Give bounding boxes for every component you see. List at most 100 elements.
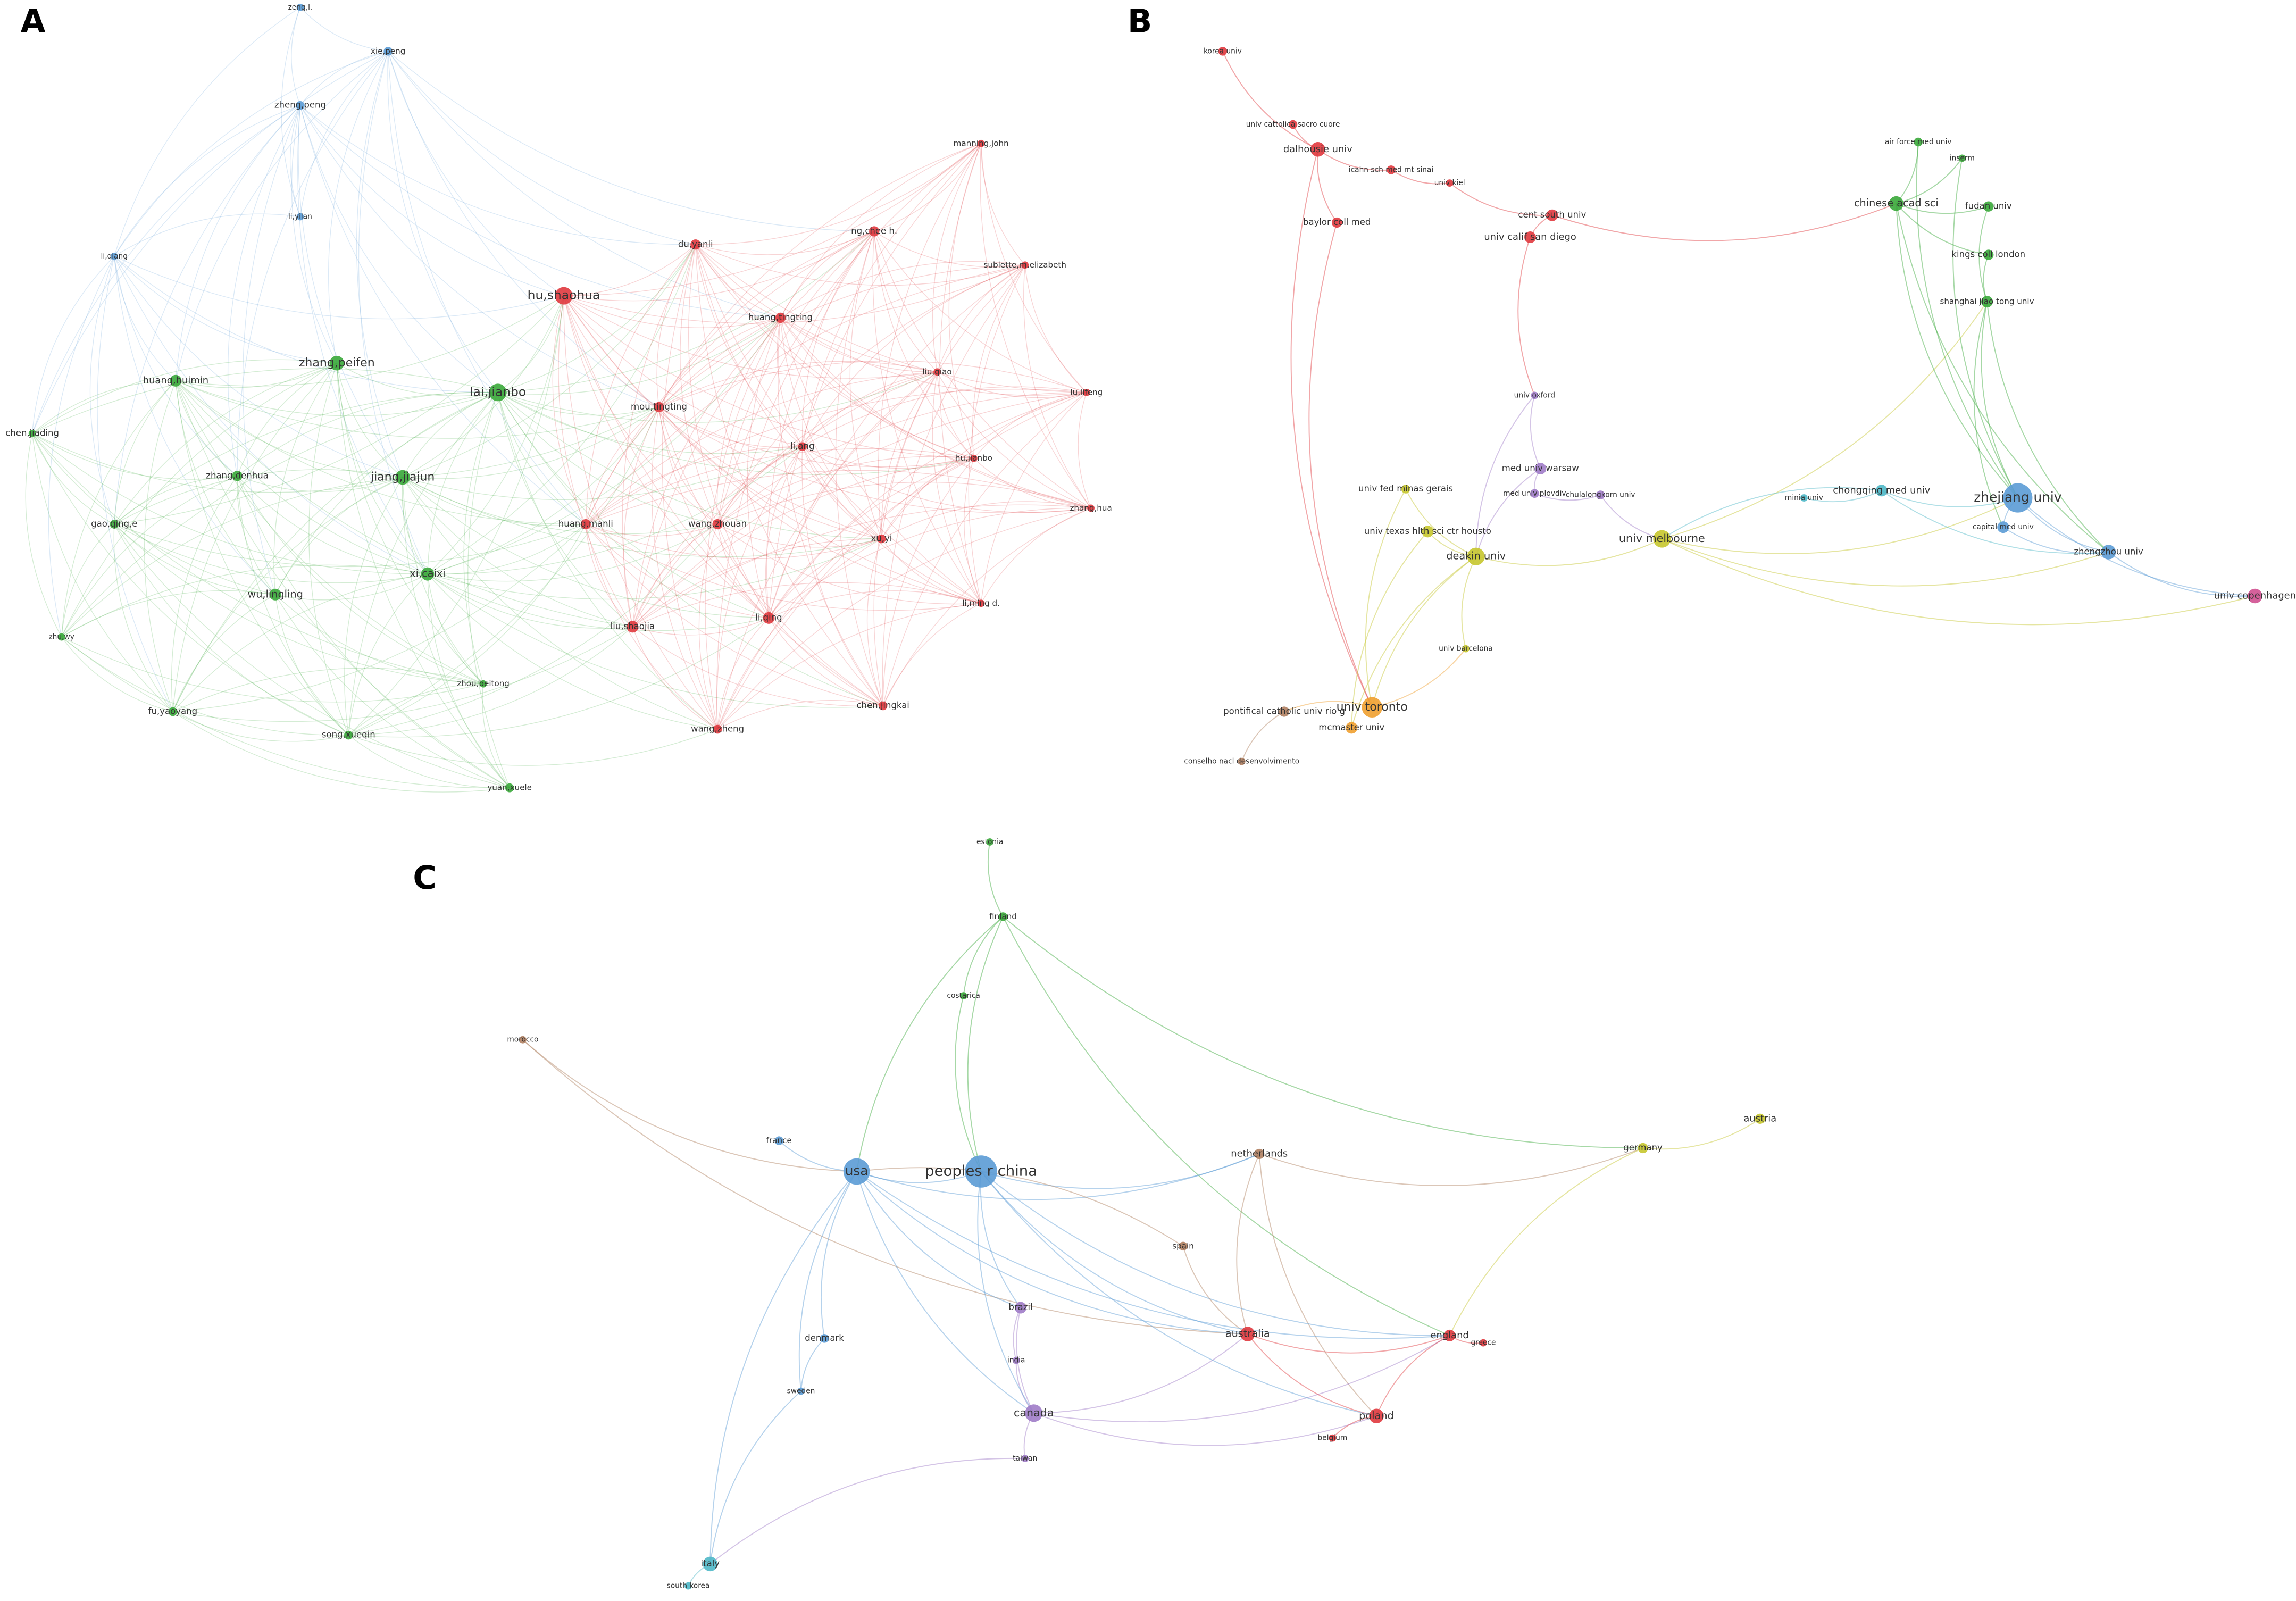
edge [1461, 556, 1477, 649]
edge [768, 264, 1025, 619]
edge [856, 1171, 981, 1183]
edge [937, 372, 974, 459]
edge [114, 256, 238, 477]
node-label: wang,zhouan [688, 519, 747, 529]
edge [498, 317, 781, 395]
node-label: pontifical catholic univ rio g [1223, 706, 1345, 716]
edge [1449, 182, 1552, 216]
node-label: univ fed minas gerais [1358, 483, 1453, 494]
edge [688, 244, 770, 619]
edge [717, 458, 974, 730]
edge [114, 524, 483, 685]
node [110, 252, 118, 260]
edge [1896, 203, 1989, 255]
edge [61, 637, 173, 712]
node [986, 838, 994, 846]
node-label: univ barcelona [1439, 645, 1493, 653]
node [869, 226, 880, 237]
node [843, 1158, 870, 1185]
edge [937, 371, 1087, 398]
node-label: huang,tingting [748, 312, 813, 322]
edge [981, 507, 1091, 604]
node [1012, 1356, 1020, 1364]
edge [356, 51, 403, 478]
edge [656, 244, 696, 407]
node-label: canada [1014, 1406, 1054, 1419]
edge [835, 231, 883, 706]
edge [1003, 916, 1450, 1336]
edge [709, 1171, 857, 1564]
node-label: chinese acad sci [1854, 197, 1939, 209]
node-label: chen,jingkai [856, 701, 909, 711]
edge [662, 244, 718, 730]
node-label: univ melbourne [1619, 532, 1705, 545]
node [797, 1387, 805, 1395]
edge [402, 477, 769, 619]
edge [237, 363, 337, 477]
edge [658, 143, 981, 407]
edge [114, 363, 337, 525]
edge [172, 626, 633, 722]
node [654, 402, 664, 413]
node-label: deakin univ [1446, 550, 1506, 562]
edge [175, 380, 238, 477]
node-label: zhang,peifen [299, 356, 375, 370]
node-label: yuan,xuele [487, 783, 532, 793]
node [774, 1136, 783, 1145]
edge [780, 317, 1091, 509]
node-label: cent south univ [1518, 210, 1586, 220]
node-label: finland [989, 912, 1017, 921]
edge [586, 470, 1091, 525]
node-label: belgium [1318, 1434, 1348, 1442]
edge [585, 389, 1087, 525]
edge [987, 841, 1004, 917]
edge [585, 244, 696, 524]
edge [558, 296, 633, 627]
edge [717, 603, 981, 730]
edge [658, 360, 1087, 408]
edge [172, 711, 510, 793]
edge [171, 476, 238, 712]
node-label: india [1007, 1356, 1025, 1365]
edge [563, 295, 938, 379]
node-label: taiwan [1013, 1454, 1037, 1463]
edge [955, 995, 982, 1172]
edge [695, 244, 1025, 286]
edge [402, 477, 586, 526]
edge [658, 406, 1091, 513]
edge [273, 363, 337, 595]
edge [348, 626, 633, 736]
edge [1983, 254, 1989, 302]
node [703, 1556, 718, 1572]
node-label: lu,lifeng [1070, 387, 1103, 397]
edge [563, 143, 982, 296]
node [1983, 249, 1994, 260]
edge [622, 244, 696, 627]
edge [563, 295, 659, 407]
edge [291, 105, 337, 364]
edge [658, 407, 769, 619]
node-label: peoples r china [925, 1163, 1037, 1180]
edge [695, 244, 938, 372]
edge [1896, 203, 2018, 498]
edge [977, 1171, 1034, 1414]
edge [717, 538, 882, 730]
node [627, 621, 639, 633]
edge [973, 458, 1091, 509]
edge [932, 372, 982, 604]
edge [497, 244, 696, 393]
edge [348, 524, 586, 736]
edge [1247, 1333, 1450, 1354]
edge [937, 264, 1025, 372]
edge [114, 295, 564, 525]
node [57, 633, 65, 641]
node-label: med univ warsaw [1502, 463, 1579, 473]
edge [964, 458, 982, 604]
node-label: mcmaster univ [1318, 722, 1384, 732]
node [555, 287, 573, 305]
edge [175, 380, 510, 788]
edge [778, 318, 883, 706]
edge [299, 105, 586, 525]
edge [2108, 552, 2255, 597]
edge [780, 143, 981, 318]
